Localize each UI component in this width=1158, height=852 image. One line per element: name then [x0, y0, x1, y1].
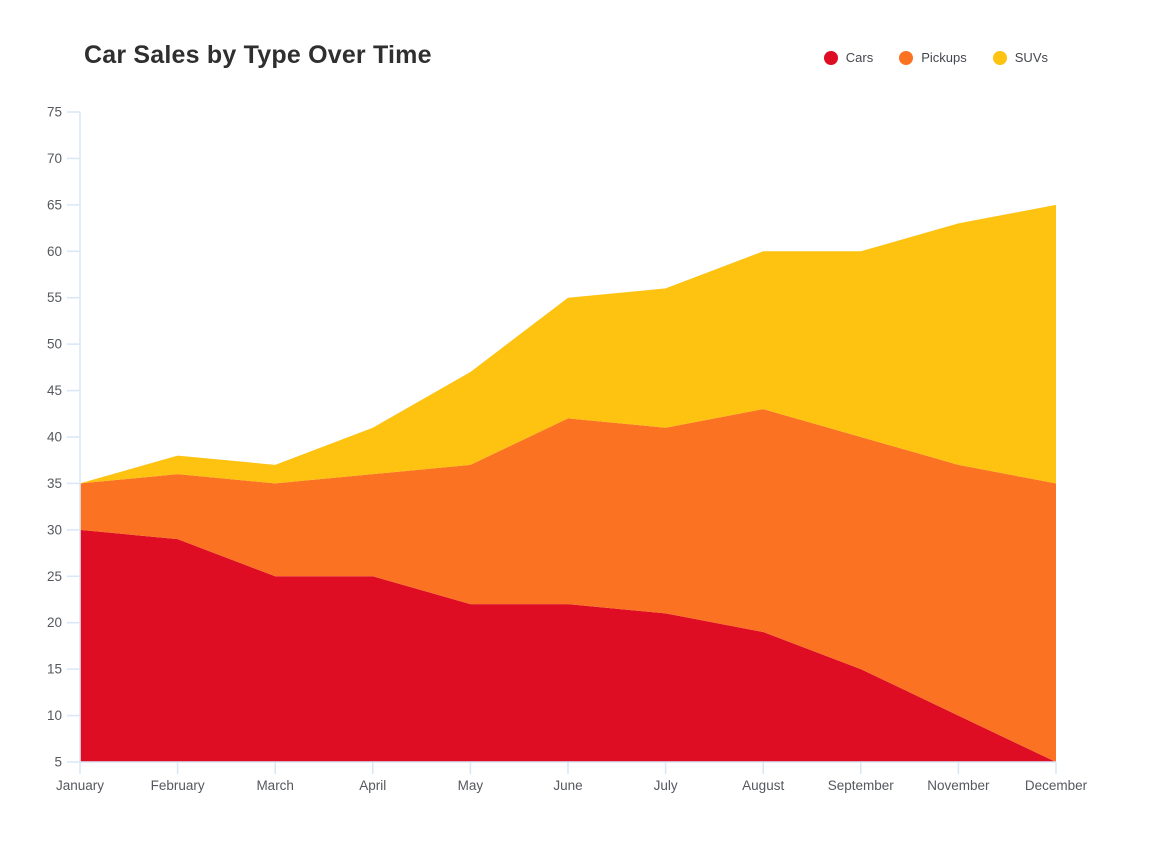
x-tick-label: April	[359, 778, 386, 793]
x-tick-label: August	[742, 778, 784, 793]
y-tick-label: 35	[47, 476, 62, 491]
legend-swatch-suvs	[992, 50, 1007, 65]
y-tick-label: 55	[47, 290, 62, 305]
series-area-cars[interactable]	[80, 529, 1056, 762]
legend: Cars Pickups SUVs	[823, 50, 1048, 65]
x-tick-label: March	[256, 778, 294, 793]
y-tick-label: 15	[47, 662, 62, 677]
series-area-suvs[interactable]	[80, 204, 1056, 484]
legend-label: Pickups	[921, 50, 967, 65]
x-tick-label: July	[654, 778, 678, 793]
y-tick-label: 30	[47, 522, 62, 537]
y-tick-label: 50	[47, 337, 62, 352]
y-tick-label: 65	[47, 197, 62, 212]
legend-label: SUVs	[1014, 50, 1048, 65]
x-tick-label: January	[56, 778, 104, 793]
x-tick-label: February	[151, 778, 205, 793]
chart-title: Car Sales by Type Over Time	[84, 41, 432, 69]
y-tick-label: 20	[47, 615, 62, 630]
series-area-pickups[interactable]	[80, 409, 1056, 762]
x-tick-label: December	[1025, 778, 1088, 793]
x-tick-label: November	[927, 778, 990, 793]
legend-item-cars[interactable]: Cars	[823, 50, 874, 65]
y-tick-label: 25	[47, 569, 62, 584]
y-tick-label: 45	[47, 383, 62, 398]
y-tick-label: 60	[47, 244, 62, 259]
legend-label: Cars	[845, 50, 874, 65]
x-tick-label: September	[828, 778, 895, 793]
y-tick-label: 40	[47, 430, 62, 445]
legend-swatch-pickups	[899, 50, 914, 65]
y-tick-label: 5	[54, 755, 62, 770]
y-tick-label: 75	[47, 105, 62, 120]
y-tick-label: 10	[47, 708, 62, 723]
y-tick-label: 70	[47, 151, 62, 166]
x-tick-label: May	[458, 778, 484, 793]
legend-item-suvs[interactable]: SUVs	[992, 50, 1048, 65]
legend-item-pickups[interactable]: Pickups	[899, 50, 967, 65]
x-tick-label: June	[553, 778, 582, 793]
legend-swatch-cars	[823, 50, 838, 65]
